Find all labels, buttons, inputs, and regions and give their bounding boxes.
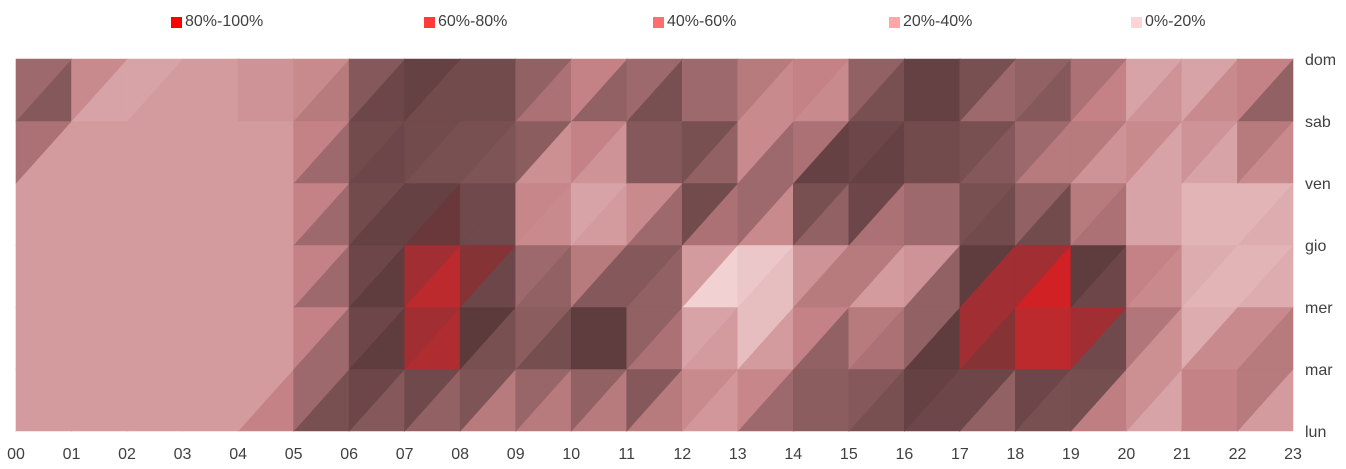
- heatmap-cell: [126, 58, 184, 122]
- legend-swatch: [1131, 16, 1142, 28]
- x-axis-ticks: 00 01 02 03 04 05 06 07 08 09 10 11 12 13 14 15 16 17 18 19…: [7, 446, 1302, 463]
- legend-label: 20%-40%: [903, 13, 973, 30]
- heatmap-cell: [1015, 58, 1072, 122]
- x-tick-label: 09: [507, 446, 525, 463]
- heatmap-cell: [293, 58, 350, 122]
- heatmap-cell: [848, 58, 906, 122]
- heatmap-cell: [237, 58, 295, 122]
- heatmap-cell: [1181, 58, 1239, 122]
- legend: 80%-100% 60%-80% 40%-60% 20%-40% 0%-20%: [0, 13, 1346, 37]
- heatmap-cell: [348, 58, 406, 122]
- legend-item: 80%-100%: [171, 13, 263, 31]
- legend-swatch: [424, 16, 435, 28]
- heatmap-cell: [1126, 58, 1183, 122]
- heatmap-cell: [182, 58, 239, 122]
- x-tick-label: 15: [840, 446, 858, 463]
- y-tick-label: lun: [1305, 424, 1326, 441]
- y-axis-ticks: lun mar mer gio ven sab dom: [1305, 52, 1336, 441]
- x-tick-label: 20: [1118, 446, 1136, 463]
- x-tick-label: 17: [951, 446, 969, 463]
- x-tick-label: 04: [229, 446, 247, 463]
- heatmap-cell: [1070, 58, 1128, 122]
- heatmap-cell: [1237, 58, 1294, 122]
- y-tick-label: dom: [1305, 52, 1336, 69]
- x-tick-label: 10: [562, 446, 580, 463]
- x-tick-label: 07: [396, 446, 414, 463]
- x-tick-label: 23: [1284, 446, 1302, 463]
- x-tick-label: 00: [7, 446, 25, 463]
- x-tick-label: 13: [729, 446, 747, 463]
- x-tick-label: 22: [1229, 446, 1247, 463]
- heatmap-cell: [515, 58, 572, 122]
- y-tick-label: mar: [1305, 362, 1333, 379]
- legend-item: 0%-20%: [1131, 13, 1205, 31]
- x-tick-label: 12: [673, 446, 691, 463]
- legend-item: 20%-40%: [889, 13, 972, 31]
- heatmap-cell: [404, 58, 461, 122]
- heatmap-cell: [959, 58, 1017, 122]
- heatmap-cell: [904, 58, 961, 122]
- x-tick-label: 14: [784, 446, 802, 463]
- legend-item: 40%-60%: [653, 13, 736, 31]
- y-tick-label: gio: [1305, 238, 1326, 255]
- heatmap-cell: [570, 58, 628, 122]
- heatmap-cell: [793, 58, 850, 122]
- x-tick-label: 06: [340, 446, 358, 463]
- x-tick-label: 16: [895, 446, 913, 463]
- x-tick-label: 11: [618, 446, 635, 463]
- y-tick-label: mer: [1305, 300, 1333, 317]
- legend-label: 80%-100%: [185, 13, 264, 30]
- legend-swatch: [171, 16, 182, 28]
- heatmap-cell: [626, 58, 683, 122]
- x-tick-label: 08: [451, 446, 469, 463]
- heatmap-cell: [681, 58, 739, 122]
- heatmap-cell: [71, 58, 128, 122]
- x-tick-label: 05: [285, 446, 303, 463]
- legend-label: 40%-60%: [667, 13, 737, 30]
- heatmap-cell: [459, 58, 517, 122]
- heatmap-cell: [15, 58, 73, 122]
- x-tick-label: 03: [174, 446, 192, 463]
- x-tick-label: 18: [1006, 446, 1024, 463]
- y-tick-label: sab: [1305, 114, 1331, 131]
- legend-swatch: [653, 16, 664, 28]
- x-tick-label: 01: [63, 446, 81, 463]
- x-tick-label: 21: [1173, 446, 1191, 463]
- legend-label: 60%-80%: [438, 13, 508, 30]
- heatmap-cells: [15, 58, 1294, 432]
- x-tick-label: 19: [1062, 446, 1080, 463]
- legend-swatch: [889, 16, 900, 28]
- heatmap-cell: [737, 58, 794, 122]
- legend-item: 60%-80%: [424, 13, 507, 31]
- legend-label: 0%-20%: [1145, 13, 1206, 30]
- y-tick-label: ven: [1305, 176, 1331, 193]
- x-tick-label: 02: [118, 446, 136, 463]
